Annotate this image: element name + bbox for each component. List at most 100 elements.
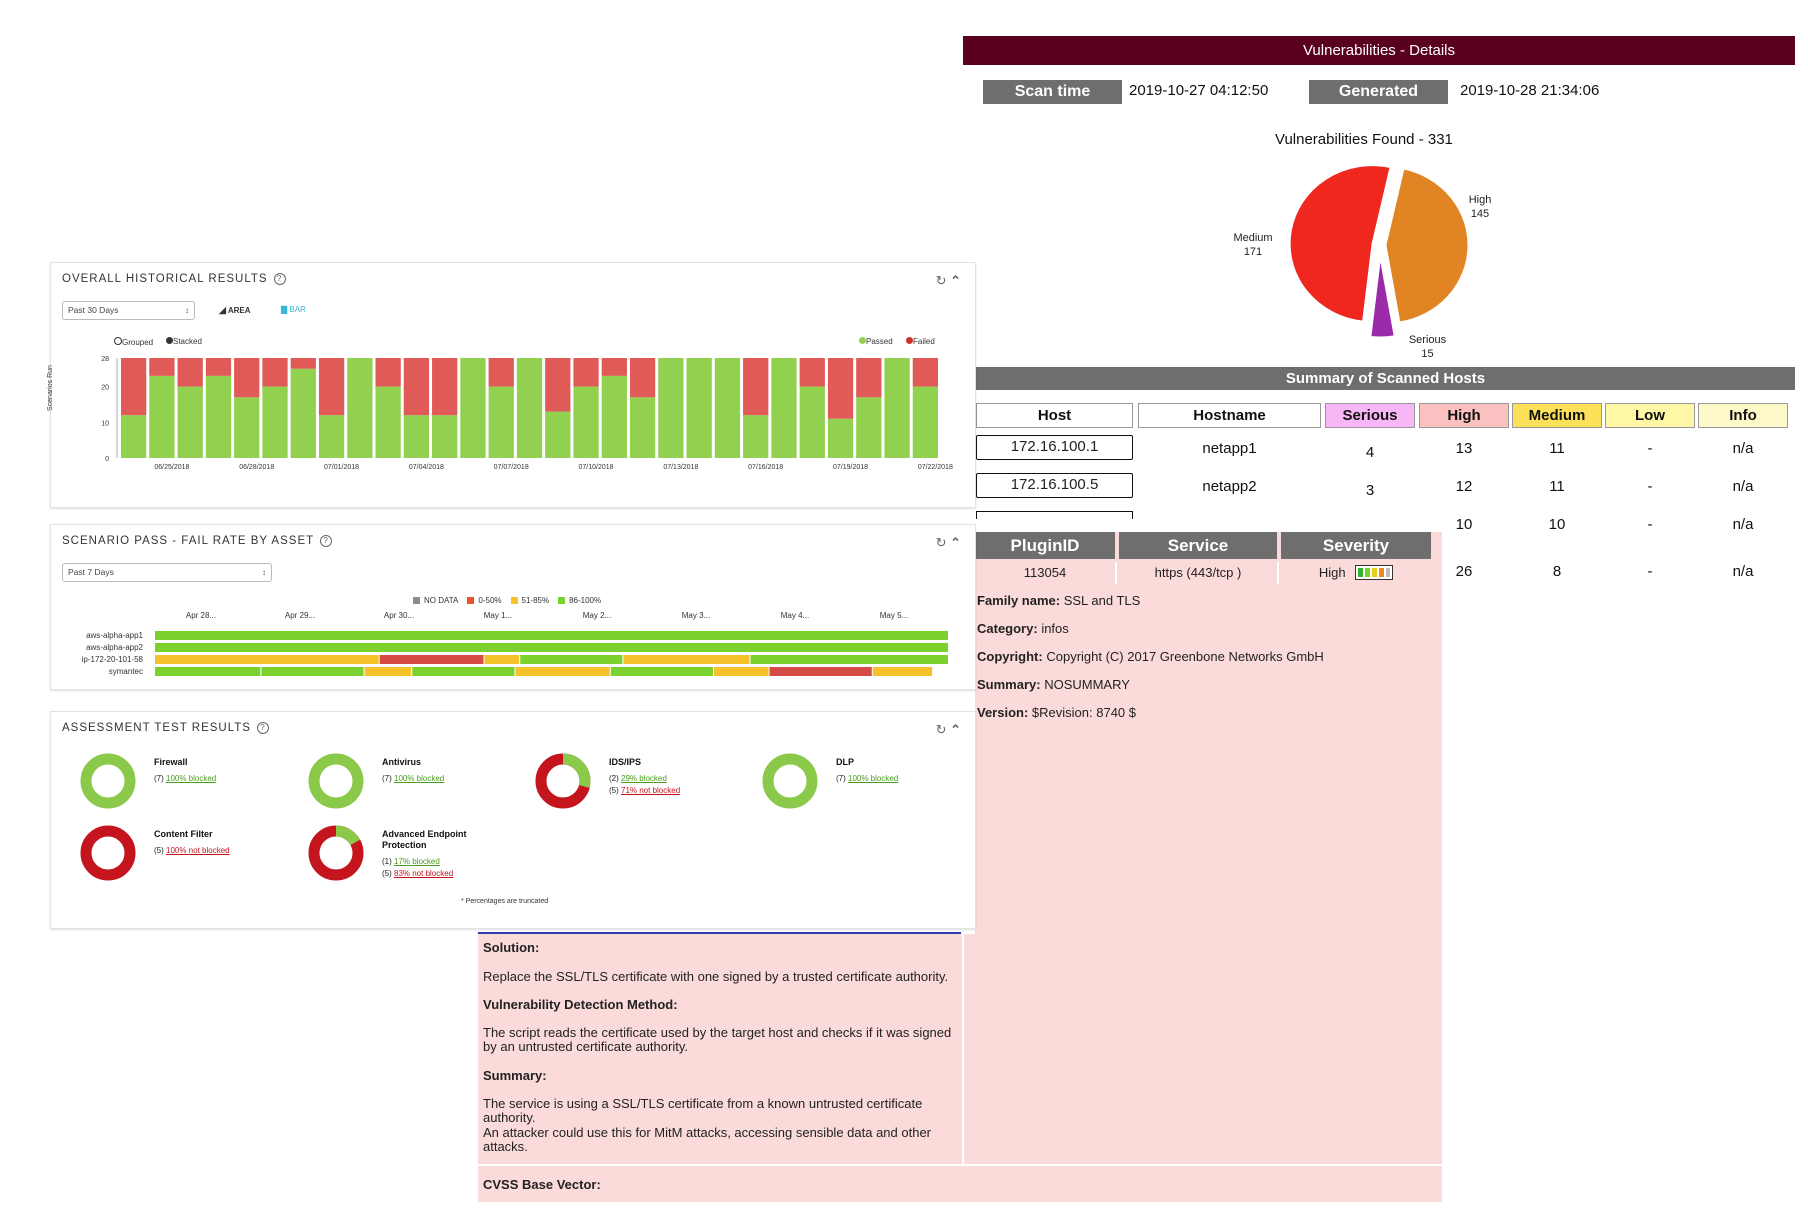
scenario-legend: NO DATA 0-50% 51-85% 86-100% <box>413 596 610 605</box>
date-label: Apr 28... <box>186 611 216 620</box>
historical-range-select[interactable]: Past 30 Days ↕ <box>62 301 195 320</box>
col-medium: Medium <box>1512 403 1602 428</box>
bar-passed <box>234 397 260 458</box>
bar-failed <box>601 358 627 376</box>
legend-passed: Passed <box>859 337 893 346</box>
pie-title: Vulnerabilities Found - 331 <box>1275 131 1453 148</box>
asset-label: symantec <box>109 667 143 676</box>
assessment-results-panel: ASSESSMENT TEST RESULTS? ↻ ⌃ Firewall (7)… <box>50 711 976 929</box>
refresh-icon[interactable]: ↻ <box>935 535 947 550</box>
date-label: Apr 29... <box>285 611 315 620</box>
help-icon[interactable]: ? <box>320 535 333 547</box>
bar-failed <box>290 358 316 369</box>
cvss-label: CVSS Base Vector: <box>483 1177 601 1192</box>
serious-cell: 3 <box>1365 482 1375 499</box>
pie-slice-high <box>1385 168 1469 323</box>
rate-segment <box>713 667 769 676</box>
scan-time-label: Scan time <box>983 80 1122 104</box>
grouped-radio[interactable]: Grouped <box>114 337 153 347</box>
x-tick-label: 06/28/2018 <box>239 464 274 471</box>
bar-failed <box>403 358 430 416</box>
detail-summary: Summary: NOSUMMARY <box>977 677 1130 692</box>
bar-failed <box>912 358 938 387</box>
help-icon[interactable]: ? <box>256 722 269 734</box>
x-tick-label: 07/04/2018 <box>409 464 444 471</box>
host-cell[interactable]: 172.16.100.1 <box>976 435 1133 460</box>
bar-passed <box>601 375 627 458</box>
test-result-link[interactable]: (7) 100% blocked <box>836 774 899 783</box>
legend-item: 86-100% <box>558 596 601 605</box>
legend-swatch-icon <box>510 597 518 604</box>
bar-failed <box>149 358 175 376</box>
bar-failed <box>234 358 260 398</box>
info-cell: n/a <box>1732 478 1754 495</box>
collapse-icon[interactable]: ⌃ <box>950 535 961 550</box>
panel-controls: ↻ ⌃ <box>936 535 961 551</box>
bar-passed <box>658 358 684 458</box>
view-bar-toggle[interactable]: ▇ BAR <box>281 305 306 314</box>
test-result-link[interactable]: (2) 29% blocked <box>609 774 667 783</box>
test-result-link[interactable]: (5) 71% not blocked <box>609 786 681 795</box>
service-cell: https (443/tcp ) <box>1119 562 1279 584</box>
medium-cell: 11 <box>1549 440 1565 457</box>
pie-label-medium: Medium 171 <box>1233 232 1273 258</box>
date-label: May 3... <box>682 611 710 620</box>
test-name: Advanced Endpoint Protection <box>382 829 467 850</box>
select-caret-icon: ↕ <box>262 568 266 577</box>
rate-segment <box>155 631 948 640</box>
bar-passed <box>460 358 486 458</box>
bar-passed <box>375 386 401 458</box>
collapse-icon[interactable]: ⌃ <box>950 722 961 737</box>
test-result-link[interactable]: (7) 100% blocked <box>154 774 217 783</box>
bar-failed <box>573 358 599 387</box>
scenario-range-select[interactable]: Past 7 Days ↕ <box>62 563 272 582</box>
bar-passed <box>799 386 825 458</box>
stacked-radio[interactable]: Stacked <box>166 337 202 346</box>
bar-chart-icon: ▇ <box>281 305 288 314</box>
bar-passed <box>743 415 769 458</box>
bar-failed <box>856 358 882 398</box>
test-result-link[interactable]: (7) 100% blocked <box>382 774 445 783</box>
help-icon[interactable]: ? <box>273 273 286 285</box>
refresh-icon[interactable]: ↻ <box>935 722 947 737</box>
detail-category: Category: infos <box>977 621 1069 636</box>
bar-failed <box>827 358 854 419</box>
bar-passed <box>545 411 571 458</box>
test-result-link[interactable]: (5) 83% not blocked <box>382 869 454 878</box>
low-cell: - <box>1647 440 1653 457</box>
bar-passed <box>318 415 345 458</box>
solution-text: Replace the SSL/TLS certificate with one… <box>483 969 949 984</box>
test-result-link[interactable]: (1) 17% blocked <box>382 857 440 866</box>
historical-bar-chart: 0 10 20 28 06/25/2018 06/28/2018 07/01/2018 07/… <box>101 356 953 471</box>
rate-segment <box>769 667 872 676</box>
severity-text: High <box>1318 565 1346 580</box>
bar-failed <box>262 358 288 387</box>
x-tick-label: 06/25/2018 <box>154 464 189 471</box>
host-cell[interactable]: 172.16.100.5 <box>976 473 1133 498</box>
x-tick-label: 07/10/2018 <box>579 464 614 471</box>
host-cell-partial <box>976 511 1133 519</box>
rate-segment <box>872 667 933 676</box>
vulnerability-pie-chart <box>1289 165 1469 338</box>
low-cell: - <box>1647 516 1653 533</box>
solution-column-divider <box>962 934 964 1164</box>
legend-swatch-icon <box>467 597 475 604</box>
bar-passed <box>347 358 373 458</box>
plugin-id-cell: 113054 <box>975 562 1117 584</box>
donut-chart <box>535 753 591 809</box>
bar-passed <box>827 418 854 458</box>
legend-item: 0-50% <box>467 596 502 605</box>
bar-passed <box>714 358 741 458</box>
bar-passed <box>488 386 514 458</box>
legend-swatch-icon <box>413 597 420 604</box>
pie-slice-serious <box>1370 258 1395 338</box>
date-label: May 1... <box>484 611 512 620</box>
solution-panel <box>478 934 1442 1202</box>
view-area-toggle[interactable]: ◢ AREA <box>219 305 251 315</box>
collapse-icon[interactable]: ⌃ <box>950 273 961 288</box>
refresh-icon[interactable]: ↻ <box>935 273 947 288</box>
col-info: Info <box>1698 403 1788 428</box>
x-tick-label: 07/19/2018 <box>833 464 868 471</box>
summary-title: Summary of Scanned Hosts <box>976 367 1795 390</box>
test-result-link[interactable]: (5) 100% not blocked <box>154 846 230 855</box>
